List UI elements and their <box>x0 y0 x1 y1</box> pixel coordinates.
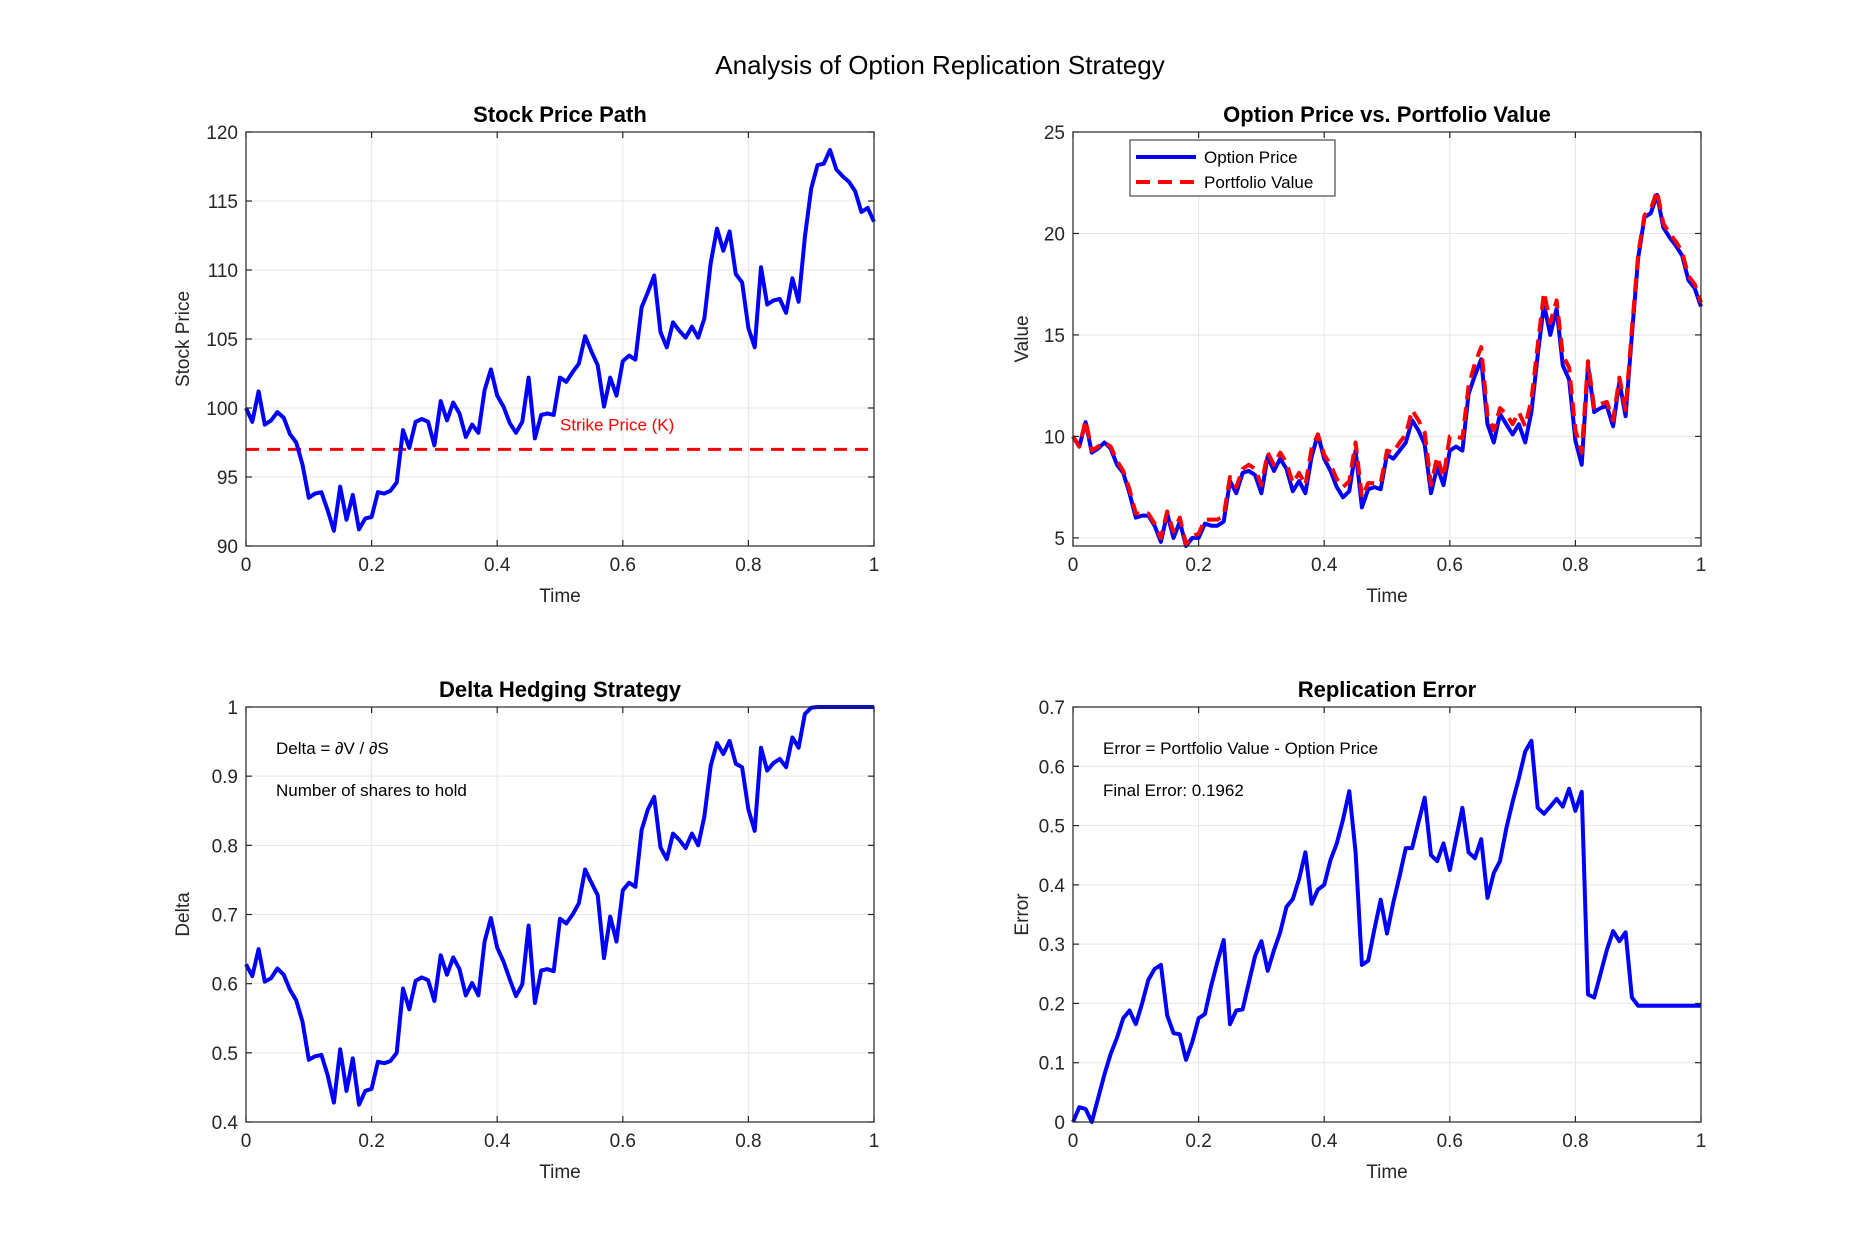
x-tick-label: 1 <box>869 1131 880 1152</box>
legend: Option Price Portfolio Value <box>1129 139 1336 197</box>
x-tick-label: 0 <box>241 1131 252 1152</box>
series-line-0 <box>244 147 876 533</box>
x-tick-label: 0 <box>1068 1131 1079 1152</box>
x-tick-label: 0.6 <box>610 1131 636 1152</box>
annotation-text: Final Error: 0.1962 <box>1103 781 1244 800</box>
plot-area <box>1073 707 1701 1122</box>
legend-label: Option Price <box>1204 148 1298 167</box>
chart-title: Replication Error <box>1298 677 1477 702</box>
y-tick-label: 0.9 <box>212 767 238 788</box>
x-axis-label: Time <box>1366 1162 1408 1183</box>
y-tick-label: 0.4 <box>212 1113 239 1134</box>
x-axis-label: Time <box>539 1162 581 1183</box>
x-tick-label: 0 <box>1068 555 1079 576</box>
x-tick-label: 0.4 <box>1311 555 1338 576</box>
y-axis-label: Error <box>1012 893 1033 936</box>
y-tick-label: 0.1 <box>1039 1054 1065 1075</box>
y-tick-label: 105 <box>206 330 238 351</box>
series-line-0 <box>244 705 874 1107</box>
y-tick-label: 115 <box>208 192 238 213</box>
x-axis-label: Time <box>539 586 581 607</box>
y-tick-label: 0.2 <box>1039 994 1065 1015</box>
y-tick-label: 0.3 <box>1039 935 1065 956</box>
legend-label: Portfolio Value <box>1204 173 1313 192</box>
y-tick-label: 20 <box>1044 224 1065 245</box>
x-tick-label: 0.4 <box>484 555 511 576</box>
x-tick-label: 0.8 <box>1562 555 1588 576</box>
figure-title: Analysis of Option Replication Strategy <box>715 50 1164 80</box>
chart-stock: Strike Price (K) 0 0.2 0.4 0.6 0.8 1 90 95 100 105… <box>173 102 879 607</box>
strike-price-label: Strike Price (K) <box>560 415 674 434</box>
y-tick-label: 100 <box>206 399 238 420</box>
y-tick-label: 120 <box>206 123 238 144</box>
x-tick-label: 1 <box>1696 1131 1707 1152</box>
x-tick-label: 0.6 <box>610 555 636 576</box>
axes-box <box>1072 706 1702 1123</box>
y-tick-label: 90 <box>217 537 238 558</box>
annotation-text: Error = Portfolio Value - Option Price <box>1103 739 1378 758</box>
y-axis-label: Value <box>1012 315 1033 362</box>
y-tick-label: 0.8 <box>212 836 238 857</box>
y-tick-label: 0.7 <box>212 906 238 927</box>
y-tick-label: 95 <box>217 468 238 489</box>
x-axis-label: Time <box>1366 586 1408 607</box>
x-tick-label: 0.2 <box>1185 1131 1211 1152</box>
x-tick-label: 0.4 <box>484 1131 511 1152</box>
x-tick-label: 0.6 <box>1437 1131 1463 1152</box>
x-tick-label: 0.8 <box>735 1131 761 1152</box>
x-tick-label: 0.8 <box>735 555 761 576</box>
axes-box <box>1072 131 1702 547</box>
legend-box <box>1129 139 1336 197</box>
x-tick-label: 1 <box>1696 555 1707 576</box>
y-tick-label: 25 <box>1044 123 1065 144</box>
x-tick-label: 1 <box>869 555 880 576</box>
x-tick-label: 0.4 <box>1311 1131 1338 1152</box>
chart-title: Stock Price Path <box>473 102 647 127</box>
series-line-portfolio-value <box>1071 188 1703 546</box>
y-tick-label: 110 <box>208 261 238 282</box>
y-tick-label: 0.5 <box>1039 817 1065 838</box>
x-tick-label: 0.2 <box>1185 555 1211 576</box>
x-tick-label: 0.8 <box>1562 1131 1588 1152</box>
chart-delta: 0 0.2 0.4 0.6 0.8 1 0.4 0.5 0.6 0.7 0.8 0.9 1 Delta H… <box>173 677 879 1183</box>
y-tick-label: 0.4 <box>1039 876 1066 897</box>
y-tick-label: 1 <box>227 698 238 719</box>
panels: Strike Price (K)0 0.2 0.4 0.6 0.8 19095100105… <box>173 102 1706 1183</box>
y-tick-label: 0 <box>1054 1113 1065 1134</box>
y-tick-label: 0.6 <box>1039 757 1065 778</box>
y-tick-label: 15 <box>1044 326 1065 347</box>
annotation-text: Number of shares to hold <box>276 781 467 800</box>
y-tick-label: 0.5 <box>212 1044 238 1065</box>
x-tick-label: 0 <box>241 555 252 576</box>
y-tick-label: 5 <box>1054 529 1065 550</box>
chart-title: Option Price vs. Portfolio Value <box>1223 102 1551 127</box>
y-axis-label: Stock Price <box>173 291 194 387</box>
x-tick-label: 0.6 <box>1437 555 1463 576</box>
y-axis-label: Delta <box>173 892 194 937</box>
x-tick-label: 0.2 <box>358 555 384 576</box>
y-tick-label: 0.7 <box>1039 698 1065 719</box>
series-line-0 <box>1071 738 1701 1124</box>
plot-area <box>1073 132 1701 546</box>
chart-title: Delta Hedging Strategy <box>439 677 682 702</box>
y-tick-label: 10 <box>1044 427 1065 448</box>
x-tick-label: 0.2 <box>358 1131 384 1152</box>
annotation-text: Delta = ∂V / ∂S <box>276 739 389 758</box>
chart-error: 0 0.2 0.4 0.6 0.8 1 0 0.1 0.2 0.3 0.4 0.5 0.6 0.7 Repl… <box>1012 677 1706 1183</box>
y-tick-label: 0.6 <box>212 975 238 996</box>
